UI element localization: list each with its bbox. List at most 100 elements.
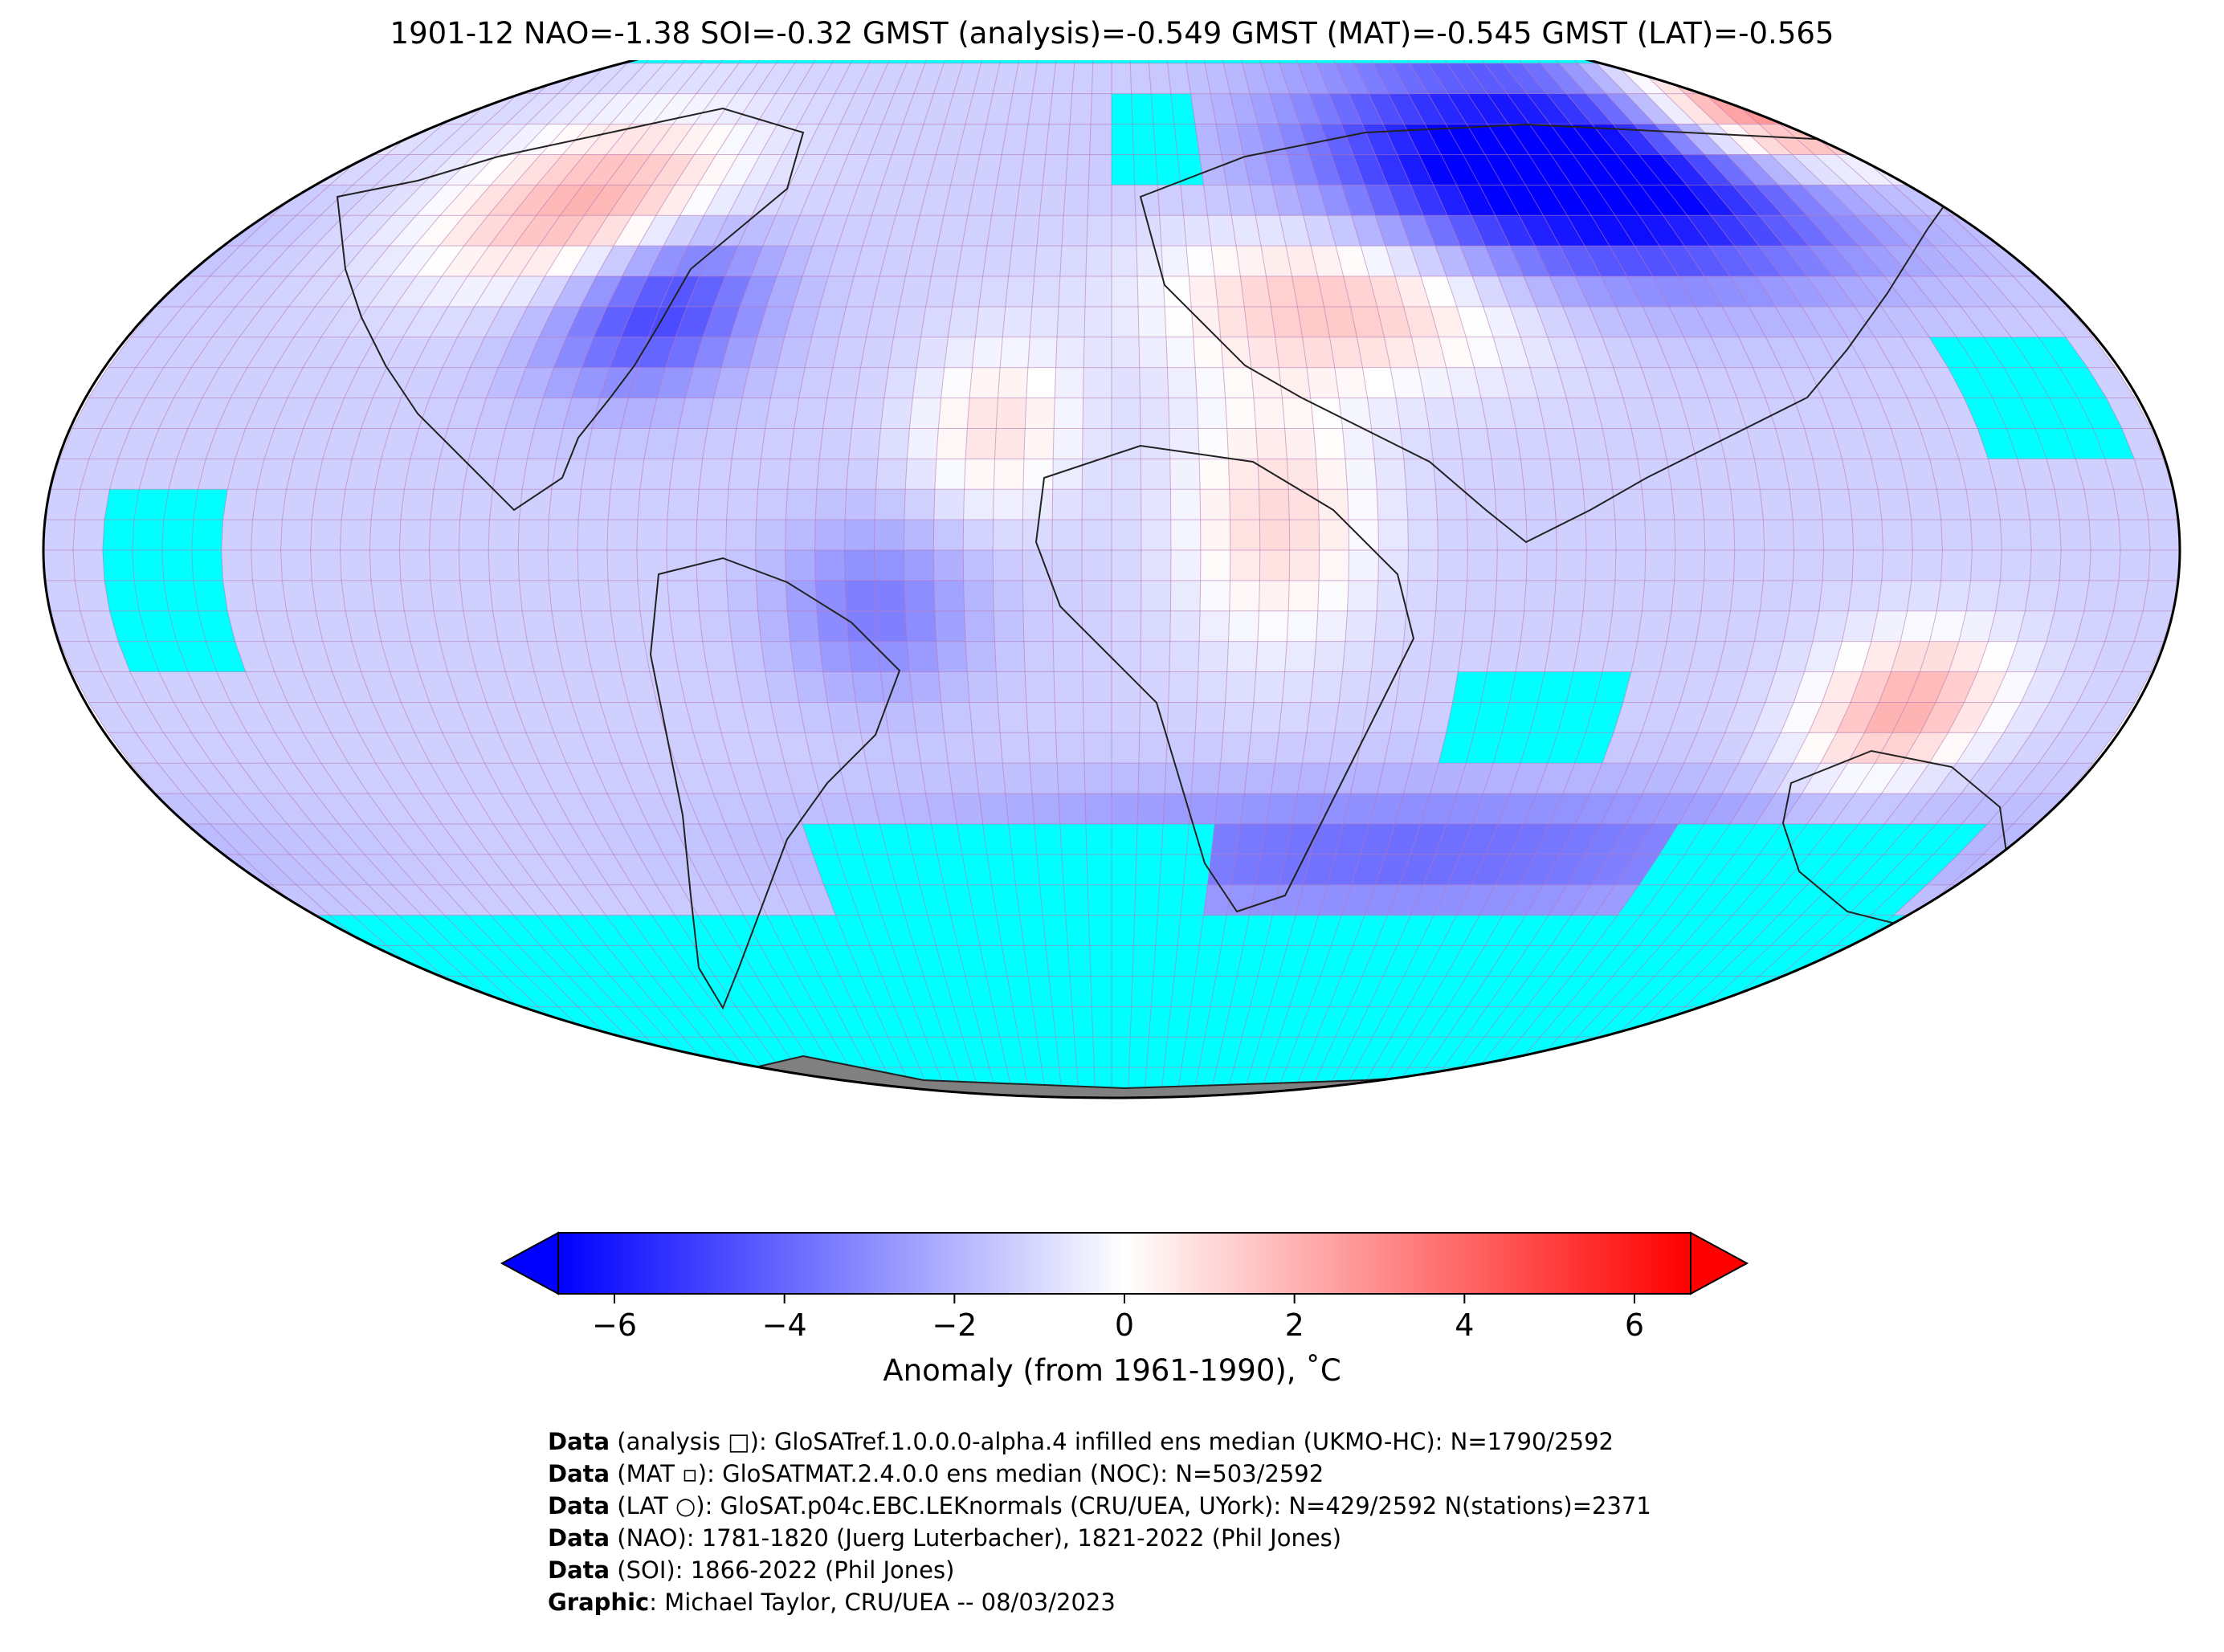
grid-cell	[617, 63, 665, 94]
colorbar-tick-label: −4	[762, 1307, 807, 1343]
credits-block: Data (analysis □): GloSATref.1.0.0.0-alp…	[548, 1426, 1651, 1618]
grid-cell	[1019, 154, 1046, 186]
grid-cell	[1342, 428, 1375, 459]
grid-cell	[597, 1006, 646, 1038]
grid-cell	[892, 124, 924, 155]
grid-cell	[1653, 60, 1708, 63]
grid-cell	[498, 428, 535, 459]
grid-cell	[1082, 610, 1112, 642]
grid-cell	[1493, 337, 1530, 368]
grid-cell	[880, 671, 913, 703]
longitude-gridline	[1340, 60, 1528, 1098]
grid-cell	[1230, 550, 1260, 581]
grid-cell	[280, 550, 312, 581]
grid-cell	[887, 854, 920, 885]
grid-cell	[457, 763, 501, 794]
grid-cell	[1706, 60, 1765, 63]
grid-cell	[628, 154, 673, 186]
grid-cell	[851, 1037, 885, 1068]
grid-cell	[693, 976, 737, 1007]
grid-cell	[1803, 93, 1864, 124]
grid-cell	[1487, 945, 1529, 977]
grid-cell	[1052, 610, 1083, 642]
grid-cell	[1792, 154, 1848, 186]
grid-cell	[1759, 215, 1810, 247]
grid-cell	[1139, 702, 1169, 733]
grid-cell	[381, 641, 419, 672]
grid-cell	[1030, 763, 1059, 794]
grid-cell	[1549, 793, 1589, 824]
grid-cell	[1683, 1067, 1741, 1098]
grid-cell	[887, 215, 920, 247]
grid-cell	[209, 276, 262, 307]
grid-cell	[1045, 945, 1070, 977]
grid-cell	[515, 1037, 570, 1068]
grid-cell	[1169, 610, 1201, 642]
grid-cell	[907, 428, 939, 459]
grid-cell	[1940, 550, 1973, 581]
grid-cell	[552, 60, 605, 63]
grid-cell	[1199, 154, 1227, 186]
grid-cell	[855, 367, 889, 398]
grid-cell	[368, 884, 422, 916]
grid-cell	[2010, 732, 2060, 764]
grid-cell	[963, 520, 994, 550]
grid-cell	[1159, 854, 1187, 885]
grid-cell	[1781, 793, 1829, 824]
grid-cell	[2113, 580, 2149, 611]
grid-cell	[2143, 580, 2178, 611]
grid-cell	[286, 610, 323, 642]
grid-cell	[176, 428, 217, 459]
grid-cell	[1186, 824, 1215, 855]
grid-cell	[1732, 185, 1783, 216]
grid-cell	[634, 793, 674, 824]
grid-cell	[628, 702, 666, 733]
grid-cell	[656, 63, 702, 94]
grid-cell	[316, 459, 353, 490]
grid-cell	[210, 824, 265, 855]
grid-cell	[944, 337, 976, 368]
grid-cell	[1507, 976, 1551, 1007]
grid-cell	[2148, 520, 2180, 550]
grid-cell	[1136, 246, 1164, 276]
grid-cell	[819, 793, 855, 824]
grid-cell	[952, 276, 983, 307]
grid-cell	[1437, 520, 1468, 550]
grid-cell	[1036, 215, 1064, 247]
grid-cell	[1394, 793, 1430, 824]
grid-cell	[489, 489, 523, 520]
grid-cell	[588, 854, 632, 885]
grid-cell	[571, 702, 610, 733]
grid-cell	[2055, 489, 2090, 520]
grid-cell	[235, 793, 288, 824]
grid-cell	[757, 763, 794, 794]
grid-cell	[1495, 215, 1536, 247]
grid-cell	[1011, 854, 1040, 885]
grid-cell	[1132, 124, 1156, 155]
grid-cell	[364, 246, 414, 276]
grid-cell	[486, 702, 526, 733]
grid-cell	[1793, 337, 1837, 368]
grid-cell	[1557, 367, 1595, 398]
grid-cell	[1140, 671, 1169, 703]
grid-cell	[1388, 976, 1426, 1007]
grid-cell	[1311, 246, 1344, 276]
grid-cell	[1225, 398, 1256, 429]
grid-cell	[1138, 306, 1166, 337]
grid-cell	[1128, 60, 1149, 63]
grid-cell	[667, 580, 700, 611]
grid-cell	[1550, 915, 1595, 946]
grid-cell	[399, 550, 431, 581]
grid-cell	[2083, 489, 2119, 520]
grid-cell	[1550, 124, 1595, 155]
grid-cell	[735, 93, 776, 124]
grid-cell	[439, 854, 488, 885]
grid-cell	[519, 580, 552, 611]
grid-cell	[1250, 93, 1279, 124]
grid-cell	[375, 154, 431, 186]
grid-cell	[916, 337, 949, 368]
grid-cell	[1862, 641, 1901, 672]
grid-cell	[1297, 763, 1330, 794]
grid-cell	[518, 520, 549, 550]
grid-cell	[979, 124, 1007, 155]
